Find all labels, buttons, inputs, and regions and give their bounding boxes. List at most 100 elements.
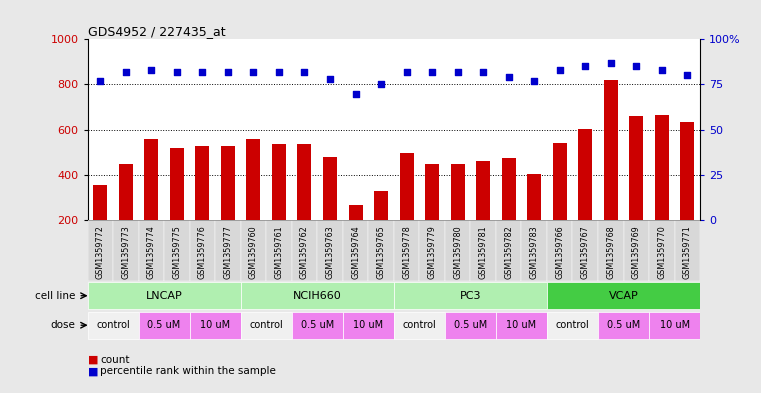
Bar bbox=[291, 220, 317, 281]
Bar bbox=[451, 163, 465, 265]
Bar bbox=[547, 282, 700, 309]
Point bbox=[579, 63, 591, 70]
Bar bbox=[547, 312, 598, 339]
Text: dose: dose bbox=[50, 320, 75, 330]
Bar bbox=[598, 312, 649, 339]
Text: GSM1359775: GSM1359775 bbox=[172, 225, 181, 279]
Bar bbox=[394, 220, 419, 281]
Text: PC3: PC3 bbox=[460, 291, 481, 301]
Bar bbox=[527, 174, 541, 265]
Bar bbox=[272, 144, 286, 265]
Point bbox=[656, 67, 668, 73]
Text: GSM1359776: GSM1359776 bbox=[198, 225, 207, 279]
Text: ■: ■ bbox=[88, 354, 98, 365]
Text: 10 uM: 10 uM bbox=[660, 320, 689, 330]
Bar bbox=[496, 312, 547, 339]
Bar bbox=[221, 145, 235, 265]
Point bbox=[145, 67, 158, 73]
Bar bbox=[196, 145, 209, 265]
Text: GSM1359781: GSM1359781 bbox=[479, 225, 488, 279]
Text: NCIH660: NCIH660 bbox=[293, 291, 342, 301]
Text: GSM1359770: GSM1359770 bbox=[658, 225, 667, 279]
Bar bbox=[649, 220, 674, 281]
Bar bbox=[368, 220, 394, 281]
Text: GSM1359769: GSM1359769 bbox=[632, 225, 641, 279]
Bar bbox=[419, 220, 445, 281]
Bar bbox=[189, 312, 240, 339]
Bar bbox=[342, 220, 368, 281]
Bar bbox=[88, 312, 139, 339]
Bar bbox=[674, 220, 700, 281]
Text: GSM1359773: GSM1359773 bbox=[121, 225, 130, 279]
Point bbox=[554, 67, 566, 73]
Bar bbox=[139, 312, 189, 339]
Bar bbox=[88, 220, 113, 281]
Bar bbox=[572, 220, 598, 281]
Bar bbox=[394, 312, 445, 339]
Bar bbox=[425, 163, 439, 265]
Bar bbox=[445, 220, 470, 281]
Text: GSM1359766: GSM1359766 bbox=[556, 225, 564, 279]
Point bbox=[247, 69, 260, 75]
Text: 10 uM: 10 uM bbox=[353, 320, 384, 330]
Bar bbox=[578, 129, 592, 265]
Bar bbox=[680, 122, 694, 265]
Text: 0.5 uM: 0.5 uM bbox=[607, 320, 640, 330]
Text: GSM1359771: GSM1359771 bbox=[683, 225, 692, 279]
Text: 0.5 uM: 0.5 uM bbox=[301, 320, 334, 330]
Bar bbox=[317, 220, 342, 281]
Bar bbox=[291, 312, 342, 339]
Bar bbox=[139, 220, 164, 281]
Point bbox=[375, 81, 387, 88]
Bar bbox=[170, 148, 184, 265]
Text: GSM1359778: GSM1359778 bbox=[402, 225, 411, 279]
Bar bbox=[342, 312, 394, 339]
Text: GSM1359774: GSM1359774 bbox=[147, 225, 156, 279]
Point bbox=[170, 69, 183, 75]
Point bbox=[94, 78, 107, 84]
Text: control: control bbox=[556, 320, 589, 330]
Bar bbox=[266, 220, 291, 281]
Bar bbox=[623, 220, 649, 281]
Text: 10 uM: 10 uM bbox=[200, 320, 231, 330]
Bar bbox=[189, 220, 215, 281]
Bar bbox=[349, 206, 362, 265]
Point bbox=[273, 69, 285, 75]
Bar bbox=[113, 220, 139, 281]
Point bbox=[502, 74, 514, 81]
Text: LNCAP: LNCAP bbox=[145, 291, 183, 301]
Point bbox=[477, 69, 489, 75]
Bar bbox=[654, 115, 669, 265]
Bar bbox=[521, 220, 547, 281]
Text: control: control bbox=[403, 320, 436, 330]
Text: GSM1359782: GSM1359782 bbox=[505, 225, 513, 279]
Point bbox=[451, 69, 463, 75]
Text: cell line: cell line bbox=[35, 291, 75, 301]
Text: GSM1359779: GSM1359779 bbox=[428, 225, 437, 279]
Point bbox=[400, 69, 412, 75]
Point bbox=[324, 76, 336, 82]
Text: GSM1359763: GSM1359763 bbox=[326, 225, 335, 279]
Text: control: control bbox=[250, 320, 283, 330]
Bar bbox=[94, 185, 107, 265]
Bar bbox=[400, 153, 413, 265]
Bar bbox=[247, 139, 260, 265]
Bar bbox=[119, 163, 133, 265]
Bar bbox=[496, 220, 521, 281]
Text: GDS4952 / 227435_at: GDS4952 / 227435_at bbox=[88, 25, 225, 38]
Text: count: count bbox=[100, 354, 130, 365]
Text: GSM1359765: GSM1359765 bbox=[377, 225, 386, 279]
Text: GSM1359772: GSM1359772 bbox=[96, 225, 105, 279]
Text: GSM1359764: GSM1359764 bbox=[351, 225, 360, 279]
Text: GSM1359762: GSM1359762 bbox=[300, 225, 309, 279]
Text: GSM1359760: GSM1359760 bbox=[249, 225, 258, 279]
Bar bbox=[649, 312, 700, 339]
Text: GSM1359761: GSM1359761 bbox=[275, 225, 283, 279]
Bar bbox=[215, 220, 240, 281]
Bar bbox=[394, 282, 547, 309]
Point bbox=[681, 72, 693, 79]
Point bbox=[196, 69, 209, 75]
Point bbox=[221, 69, 234, 75]
Bar bbox=[374, 191, 388, 265]
Text: GSM1359777: GSM1359777 bbox=[224, 225, 232, 279]
